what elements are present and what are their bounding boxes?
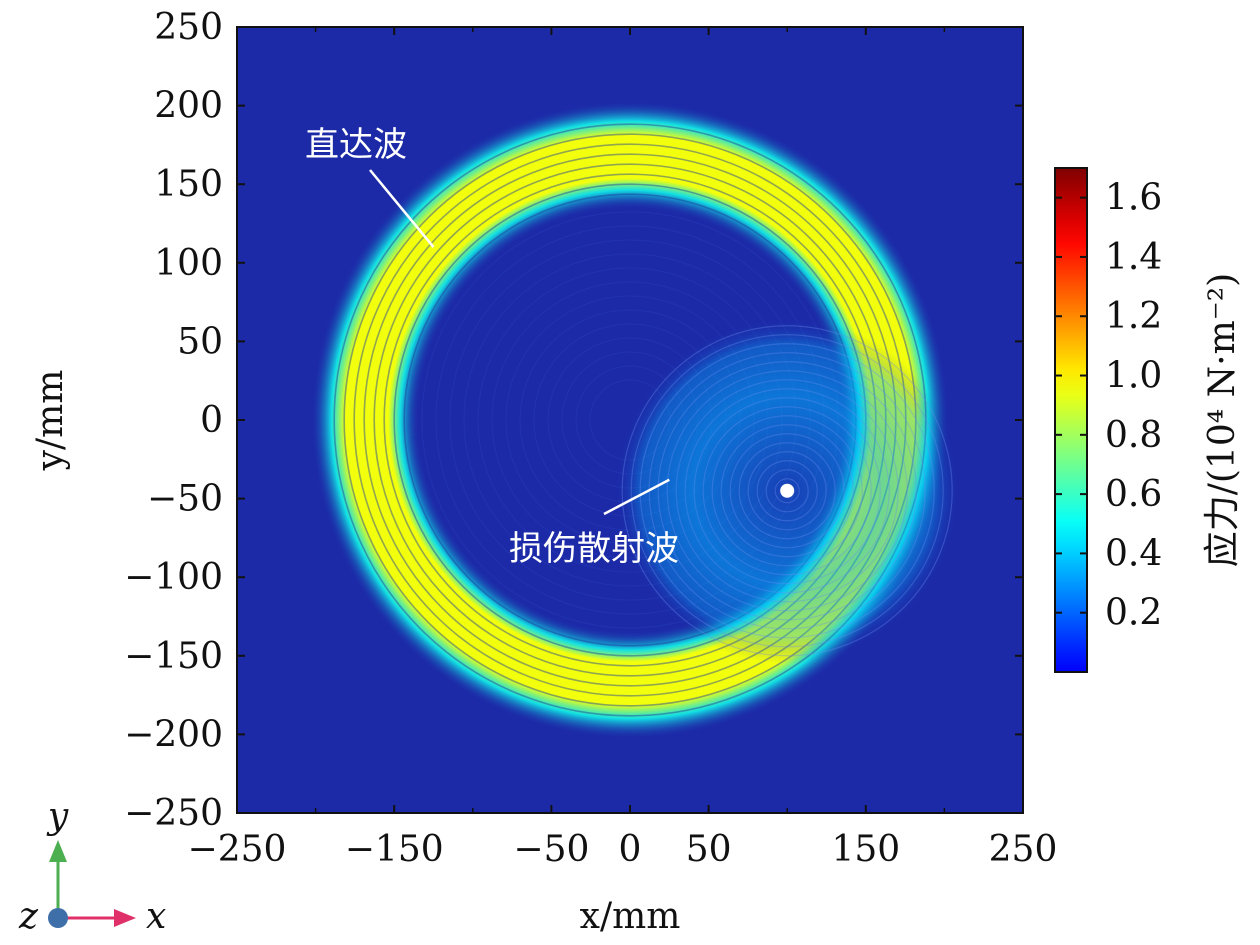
colorbar-tick-label: 0.2 — [1105, 593, 1162, 634]
scatter-ripple-line — [729, 433, 845, 549]
scatter-ripple-line — [621, 325, 953, 657]
y-tick-label: 50 — [177, 321, 223, 362]
scatter-ripple-line — [630, 334, 944, 648]
triad-x-label: x — [146, 896, 166, 937]
colorbar-ticks: 0.2 0.4 0.6 0.8 1.0 1.2 1.4 1.6 — [1055, 178, 1162, 634]
coordinate-triad: y x z — [18, 796, 166, 937]
x-tick-label: −50 — [513, 829, 589, 870]
scatter-ripple-line — [720, 424, 854, 558]
y-tick-label: −200 — [124, 714, 223, 755]
scatter-ripple-line — [702, 406, 872, 576]
y-tick-label: −100 — [124, 557, 223, 598]
triad-y-label: y — [46, 796, 69, 837]
x-axis: −250 −150 −50 0 50 150 250 — [188, 27, 1058, 870]
x-arrowhead-icon — [114, 909, 136, 927]
x-tick-label: 50 — [686, 829, 732, 870]
x-axis-label: x/mm — [580, 896, 681, 937]
colorbar-tick-label: 1.4 — [1105, 237, 1162, 278]
scatter-ripple-line — [765, 469, 809, 513]
x-tick-label: 0 — [619, 829, 642, 870]
scatter-ripple-line — [666, 370, 908, 612]
scatter-ripple-line — [675, 379, 899, 603]
y-tick-label: 250 — [154, 7, 223, 48]
colorbar-tick-label: 1.6 — [1105, 178, 1162, 219]
scatter-ripple-line — [738, 442, 836, 540]
scatter-ripple-line — [711, 415, 863, 567]
scatter-ripple-line — [774, 478, 800, 504]
heatmap-plot — [236, 26, 1024, 814]
scatter-ripple-line — [639, 343, 935, 639]
colorbar-tick-label: 0.8 — [1105, 415, 1162, 456]
colorbar-label: 应力/(10⁴ N·m⁻²) — [1202, 273, 1243, 567]
x-tick-label: 150 — [831, 829, 900, 870]
y-tick-label: 200 — [154, 86, 223, 127]
colorbar-tick-label: 1.2 — [1105, 296, 1162, 337]
z-origin-icon — [48, 908, 68, 928]
scatter-ripple-line — [693, 397, 881, 585]
scatter-ripple-line — [684, 388, 890, 594]
y-arrowhead-icon — [49, 840, 67, 862]
annotation-direct-wave: 直达波 — [305, 125, 407, 165]
scatter-ripple-line — [756, 460, 818, 522]
triad-z-label: z — [18, 896, 39, 937]
colorbar: 0.2 0.4 0.6 0.8 1.0 1.2 1.4 1.6 应力/(10⁴ N·m⁻²) — [1054, 167, 1243, 673]
annotation-scattered-wave: 损伤散射波 — [509, 529, 679, 569]
scatter-ripple-line — [657, 361, 917, 621]
annotation-direct-wave-leader — [369, 169, 435, 248]
y-tick-label: −50 — [147, 479, 223, 520]
colorbar-tick-label: 1.0 — [1105, 356, 1162, 397]
y-tick-label: 150 — [154, 164, 223, 205]
colorbar-tick-label: 0.4 — [1105, 533, 1162, 574]
y-tick-label: 0 — [200, 400, 223, 441]
y-tick-label: −250 — [124, 793, 223, 834]
damage-marker — [780, 483, 795, 498]
colorbar-scale — [1054, 167, 1088, 673]
x-tick-label: 250 — [989, 829, 1058, 870]
x-tick-label: −150 — [345, 829, 444, 870]
y-axis-label: y/mm — [30, 370, 71, 472]
y-axis: 250 200 150 100 50 0 −50 −100 −150 −200 −250 — [124, 7, 1023, 834]
y-tick-label: −150 — [124, 636, 223, 677]
y-tick-label: 100 — [154, 243, 223, 284]
x-tick-label: −250 — [188, 829, 287, 870]
annotation-scattered-wave-leader — [603, 478, 670, 516]
colorbar-tick-label: 0.6 — [1105, 474, 1162, 515]
scattered-wave-ripples — [621, 325, 953, 657]
scatter-ripple-line — [747, 451, 827, 531]
